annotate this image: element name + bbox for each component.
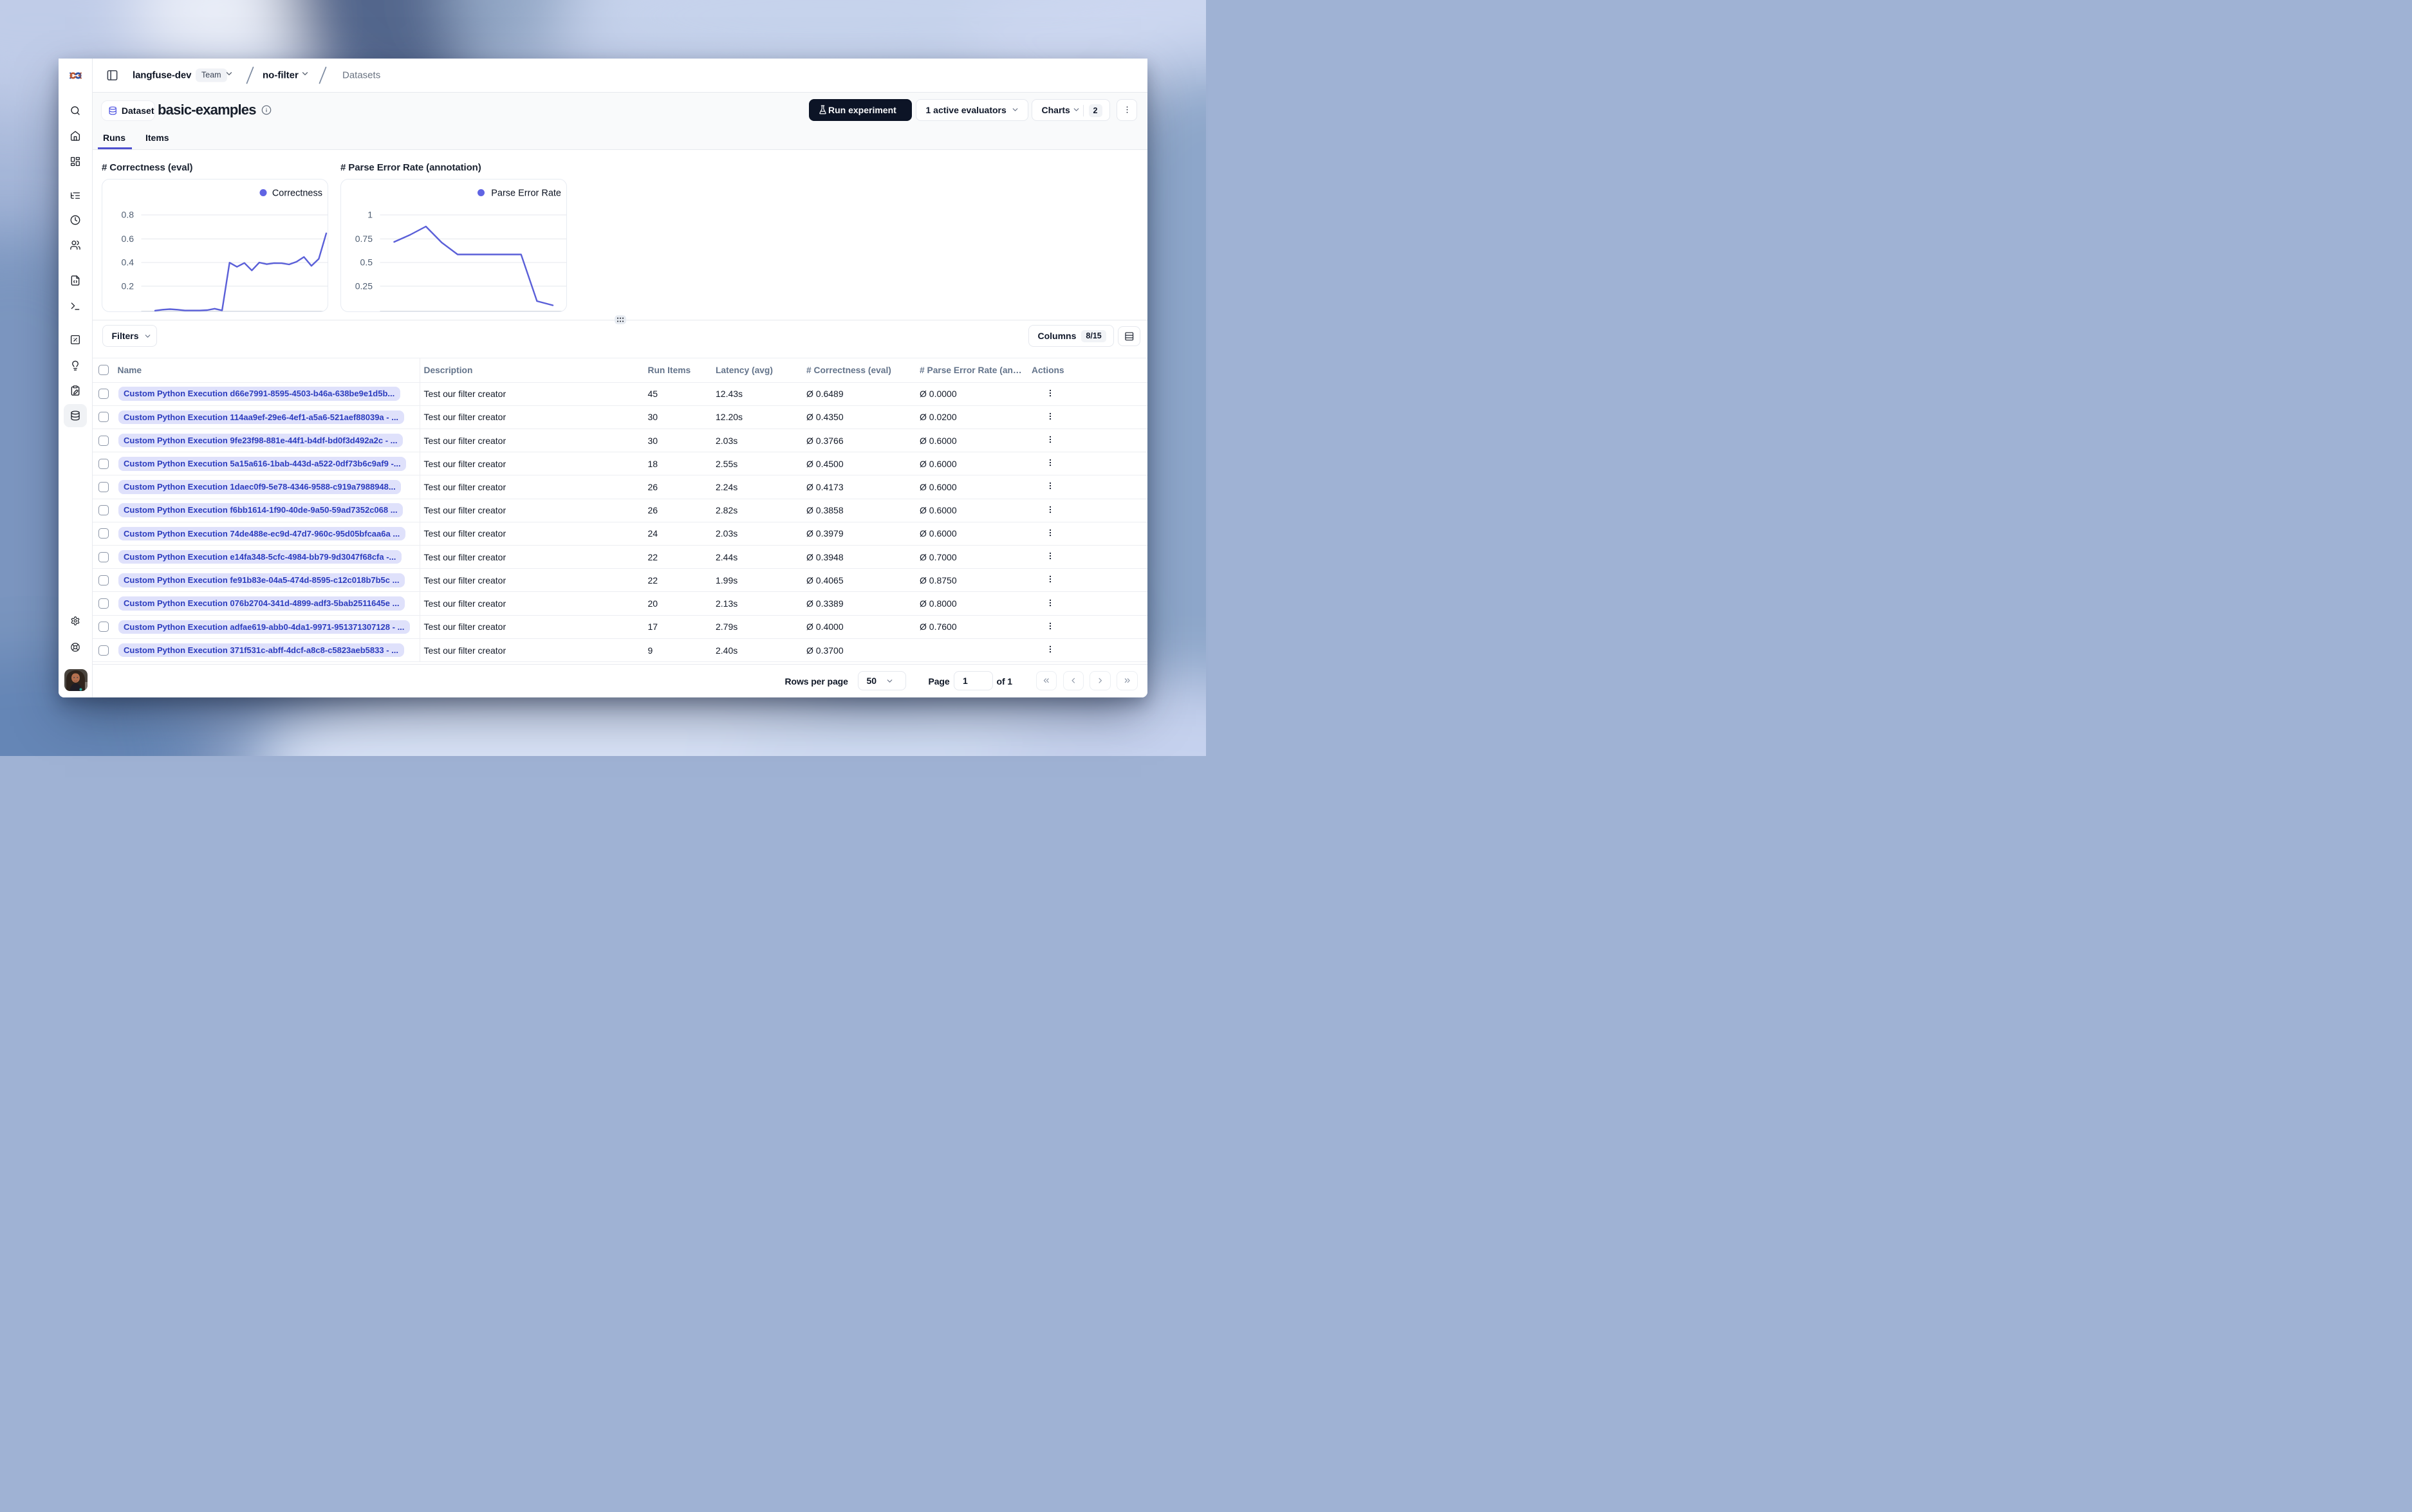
svg-text:0.8: 0.8 [122, 210, 135, 220]
svg-text:0.6: 0.6 [122, 234, 135, 244]
svg-text:0.75: 0.75 [355, 234, 373, 244]
svg-text:Correctness: Correctness [272, 189, 322, 199]
svg-text:Parse Error Rate: Parse Error Rate [491, 189, 561, 199]
svg-text:0.4: 0.4 [122, 257, 135, 268]
svg-text:1: 1 [367, 210, 373, 220]
svg-text:0.5: 0.5 [360, 257, 373, 268]
svg-text:0.2: 0.2 [122, 281, 135, 291]
svg-text:0.25: 0.25 [355, 281, 373, 291]
